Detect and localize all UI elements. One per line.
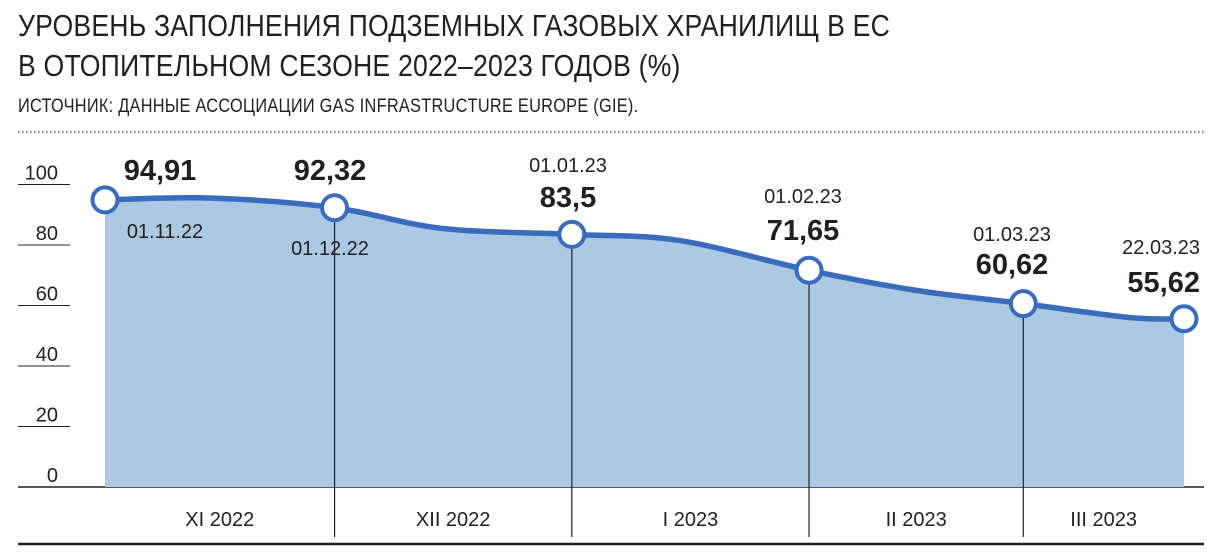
source-note: ИСТОЧНИК: ДАННЫЕ АССОЦИАЦИИ GAS INFRASTR… bbox=[18, 96, 639, 117]
y-tick-label: 80 bbox=[36, 223, 58, 245]
data-point-marker bbox=[90, 185, 120, 215]
data-point-marker bbox=[557, 219, 587, 249]
area-fill bbox=[105, 197, 1184, 487]
data-date-label: 01.03.23 bbox=[973, 224, 1051, 246]
data-date-label: 01.12.22 bbox=[291, 238, 369, 260]
y-tick-label: 100 bbox=[25, 163, 58, 185]
y-tick-label: 40 bbox=[36, 344, 58, 366]
data-date-label: 22.03.23 bbox=[1122, 237, 1200, 259]
data-value-label: 60,62 bbox=[976, 249, 1049, 281]
data-value-label: 92,32 bbox=[294, 155, 367, 187]
data-date-label: 01.01.23 bbox=[529, 155, 607, 177]
data-value-label: 55,62 bbox=[1127, 267, 1200, 299]
data-value-label: 83,5 bbox=[540, 182, 596, 214]
month-label: III 2023 bbox=[1070, 509, 1137, 531]
data-date-label: 01.11.22 bbox=[127, 221, 203, 243]
data-value-label: 71,65 bbox=[767, 215, 840, 247]
month-label: XII 2022 bbox=[416, 509, 491, 531]
data-point-marker bbox=[1169, 304, 1199, 334]
data-point-marker bbox=[1008, 289, 1038, 319]
title-line-2: В ОТОПИТЕЛЬНОМ СЕЗОНЕ 2022–2023 ГОДОВ (%… bbox=[18, 48, 681, 83]
month-label: II 2023 bbox=[886, 509, 947, 531]
chart-title: УРОВЕНЬ ЗАПОЛНЕНИЯ ПОДЗЕМНЫХ ГАЗОВЫХ ХРА… bbox=[18, 6, 890, 86]
y-tick-label: 20 bbox=[36, 405, 58, 427]
title-line-1: УРОВЕНЬ ЗАПОЛНЕНИЯ ПОДЗЕМНЫХ ГАЗОВЫХ ХРА… bbox=[18, 8, 890, 43]
data-value-label: 94,91 bbox=[124, 155, 197, 187]
y-tick-label: 60 bbox=[36, 284, 58, 306]
data-point-marker bbox=[320, 193, 350, 223]
data-point-marker bbox=[794, 255, 824, 285]
y-tick-label: 0 bbox=[47, 465, 58, 487]
data-date-label: 01.02.23 bbox=[764, 186, 842, 208]
month-label: I 2023 bbox=[663, 509, 719, 531]
month-label: XI 2022 bbox=[185, 509, 254, 531]
